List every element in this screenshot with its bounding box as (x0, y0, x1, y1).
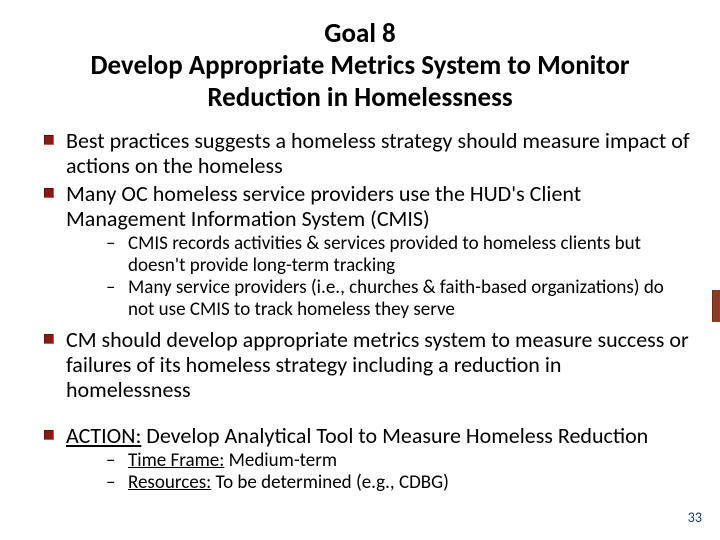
action-bullet-item: ACTION: Develop Analytical Tool to Measu… (42, 423, 690, 494)
timeframe-text: Medium-term (224, 449, 337, 472)
bullet-text: CM should develop appropriate metrics sy… (66, 326, 689, 403)
bullet-item: CM should develop appropriate metrics sy… (42, 327, 690, 402)
action-label: ACTION: (66, 422, 141, 449)
timeframe-label: Time Frame: (128, 449, 224, 472)
bullet-list-level1: Best practices suggests a homeless strat… (30, 128, 690, 402)
sub-bullet-item: Time Frame: Medium-term (106, 450, 690, 472)
bullet-list-action: ACTION: Develop Analytical Tool to Measu… (30, 423, 690, 494)
slide-title: Goal 8Develop Appropriate Metrics System… (90, 18, 630, 114)
sub-bullet-item: Many service providers (i.e., churches &… (106, 277, 690, 320)
spacer (30, 405, 690, 423)
sub-bullet-text: CMIS records activities & services provi… (128, 232, 641, 277)
bullet-text: Many OC homeless service providers use t… (66, 180, 581, 232)
action-sub-list: Time Frame: Medium-term Resources: To be… (66, 450, 690, 494)
page-number: 33 (688, 509, 702, 526)
slide: Goal 8Develop Appropriate Metrics System… (0, 0, 720, 540)
action-text: Develop Analytical Tool to Measure Homel… (141, 422, 648, 449)
bullet-text: Best practices suggests a homeless strat… (66, 127, 690, 179)
sub-bullet-item: Resources: To be determined (e.g., CDBG) (106, 472, 690, 494)
bullet-item: Many OC homeless service providers use t… (42, 181, 690, 321)
resources-label: Resources: (128, 471, 211, 494)
edge-decoration (712, 290, 720, 322)
bullet-item: Best practices suggests a homeless strat… (42, 128, 690, 178)
sub-bullet-text: Many service providers (i.e., churches &… (128, 276, 664, 321)
sub-bullet-item: CMIS records activities & services provi… (106, 233, 690, 276)
resources-text: To be determined (e.g., CDBG) (211, 471, 449, 494)
bullet-list-level2: CMIS records activities & services provi… (66, 233, 690, 321)
